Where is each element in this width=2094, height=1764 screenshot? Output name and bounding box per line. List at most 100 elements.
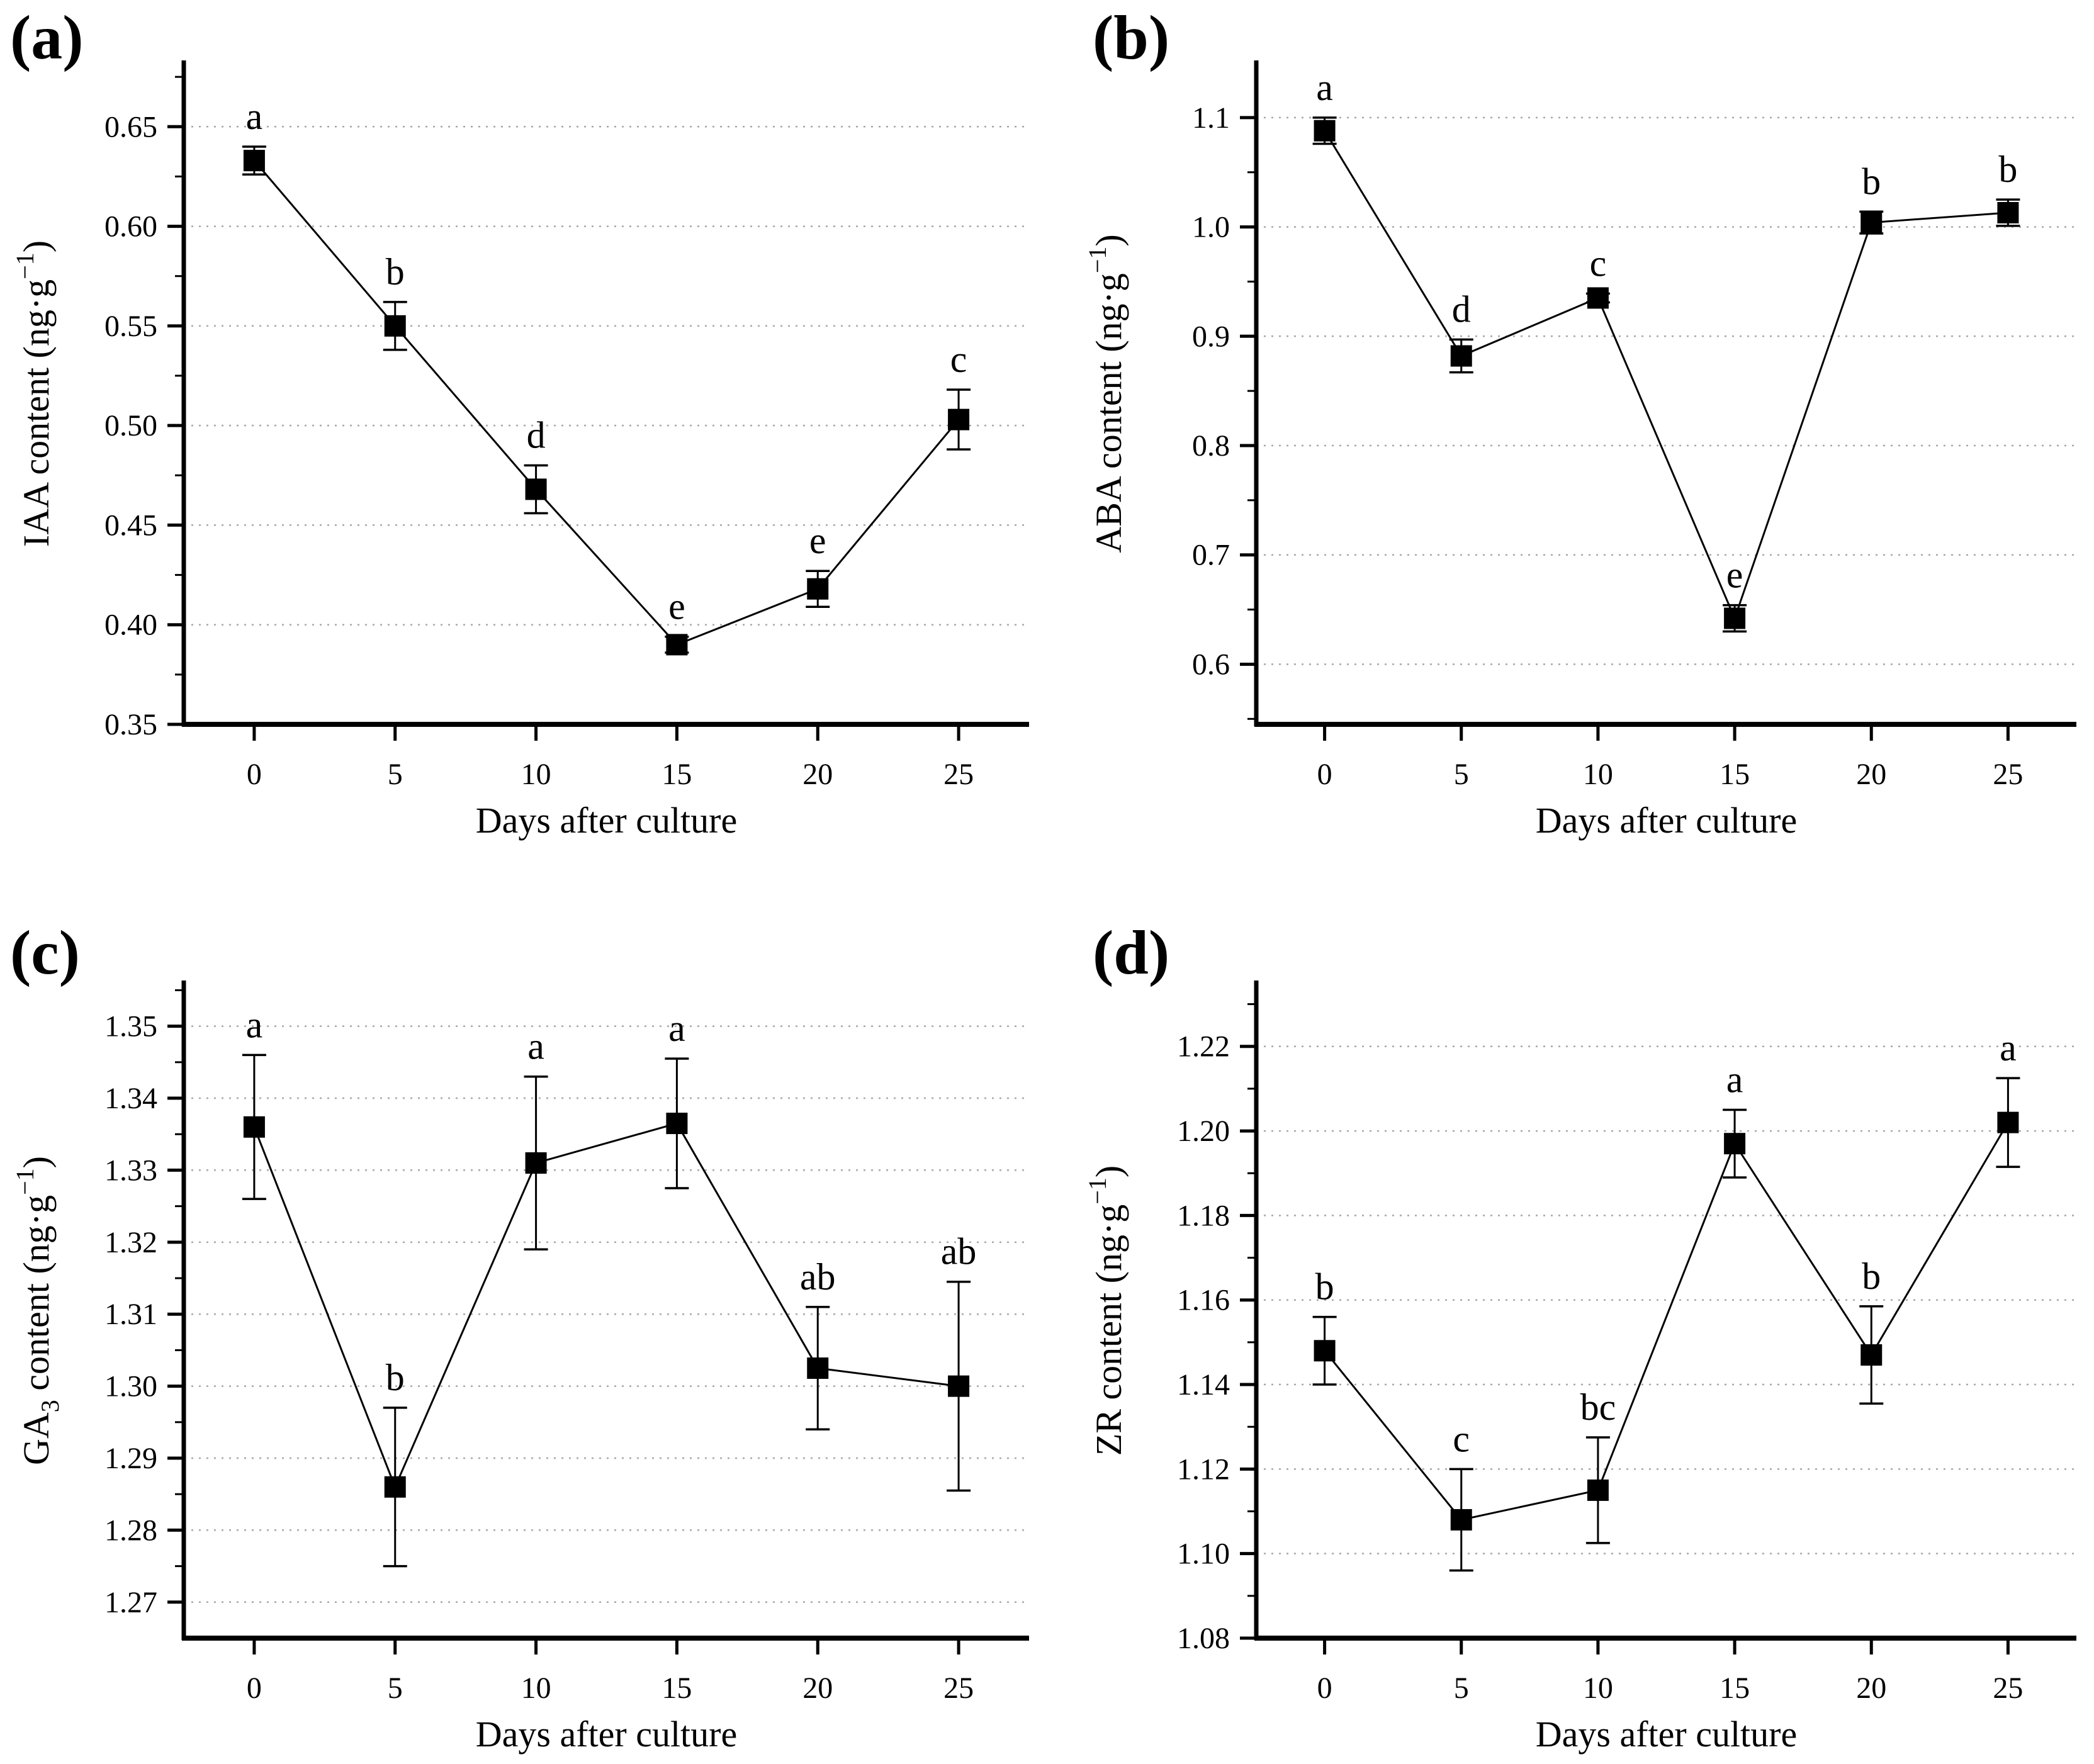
data-point-marker — [1724, 1133, 1746, 1155]
y-tick-label: 0.40 — [104, 609, 157, 642]
plot-aba: 0.6 0.7 0.8 0.9 1.0 1.1 0 5 10 15 20 25 Days after c… — [1083, 60, 2076, 841]
x-axis-title: Days after culture — [1536, 800, 1797, 841]
y-axis-title: ZR content (ng·g−1) — [1083, 1166, 1129, 1456]
x-tick-label: 10 — [1583, 758, 1613, 791]
y-tick-label: 0.45 — [104, 508, 157, 542]
x-tick-label: 10 — [1583, 1671, 1613, 1705]
y-tick-label: 0.65 — [104, 110, 157, 143]
significance-letter: b — [1315, 1266, 1334, 1308]
significance-letter: a — [246, 96, 263, 137]
x-tick-label: 15 — [661, 1671, 692, 1705]
x-tick-label: 10 — [521, 1671, 551, 1705]
y-tick-label: 1.32 — [104, 1226, 157, 1259]
data-point-marker — [1997, 201, 2019, 223]
x-tick-label: 0 — [247, 758, 262, 791]
significance-letter: b — [386, 251, 405, 293]
y-tick-label: 1.22 — [1177, 1030, 1230, 1064]
significance-letter: c — [1590, 243, 1607, 284]
panel-label-d: (d) — [1093, 918, 1170, 987]
y-tick-label: 0.8 — [1192, 429, 1230, 463]
data-point-marker — [525, 478, 547, 500]
x-tick-label: 5 — [1454, 758, 1469, 791]
x-tick-label: 0 — [1317, 1671, 1332, 1705]
x-tick-label: 15 — [661, 758, 692, 791]
significance-letter: c — [1453, 1418, 1470, 1459]
y-tick-label: 1.33 — [104, 1154, 157, 1187]
y-tick-label: 0.35 — [104, 708, 157, 741]
significance-letter: a — [246, 1004, 263, 1045]
data-point-marker — [807, 578, 829, 600]
panel-d: (d) 1.08 1.10 1.12 1.14 1.16 1.18 1.20 1.22 0 5 10… — [1047, 882, 2094, 1764]
data-point-marker — [1450, 1508, 1472, 1531]
significance-letter: a — [527, 1026, 544, 1067]
significance-letter: d — [1452, 289, 1471, 330]
plot-ga3: 1.27 1.28 1.29 1.30 1.31 1.32 1.33 1.34 1.35 0 5 10… — [11, 980, 1029, 1755]
x-tick-label: 5 — [1454, 1671, 1469, 1705]
panel-label-c: (c) — [10, 918, 80, 987]
y-tick-label: 1.20 — [1177, 1115, 1230, 1148]
y-tick-label: 1.30 — [104, 1370, 157, 1403]
data-point-marker — [384, 315, 406, 337]
significance-letter: ab — [800, 1256, 836, 1298]
significance-letter: e — [809, 520, 826, 561]
x-tick-label: 20 — [1856, 758, 1886, 791]
significance-letter: e — [1726, 554, 1743, 596]
x-axis-title: Days after culture — [476, 1714, 737, 1755]
data-point-marker — [666, 1113, 688, 1135]
data-point-marker — [1450, 345, 1472, 367]
significance-letter: bc — [1580, 1386, 1616, 1428]
significance-letter: e — [668, 586, 685, 627]
panel-label-b: (b) — [1093, 3, 1170, 72]
data-point-marker — [525, 1152, 547, 1174]
x-tick-label: 20 — [802, 1671, 833, 1705]
series-line — [1324, 1121, 2009, 1521]
data-point-marker — [1314, 120, 1336, 142]
series-line — [253, 160, 960, 646]
x-tick-label: 0 — [247, 1671, 262, 1705]
y-tick-label: 1.31 — [104, 1298, 157, 1331]
significance-letter: a — [1316, 67, 1333, 108]
data-point-marker — [1860, 211, 1883, 233]
significance-letter: b — [1862, 160, 1881, 202]
y-tick-label: 1.12 — [1177, 1452, 1230, 1486]
y-tick-label: 0.6 — [1192, 648, 1230, 681]
data-point-marker — [948, 1375, 970, 1397]
y-tick-label: 1.35 — [104, 1010, 157, 1043]
y-tick-label: 0.60 — [104, 210, 157, 244]
x-tick-label: 20 — [802, 758, 833, 791]
data-point-marker — [384, 1476, 406, 1498]
data-point-marker — [1587, 1479, 1609, 1501]
significance-letter: a — [2000, 1027, 2017, 1069]
data-point-marker — [243, 150, 265, 172]
y-tick-label: 1.27 — [104, 1586, 157, 1619]
data-point-marker — [948, 408, 970, 430]
panel-b: (b) 0.6 0.7 0.8 0.9 1.0 1.1 0 5 10 15 20 25 Days aft… — [1047, 0, 2094, 882]
y-tick-label: 1.1 — [1192, 101, 1230, 135]
x-axis-title: Days after culture — [1536, 1714, 1797, 1755]
data-point-marker — [807, 1357, 829, 1379]
y-tick-label: 1.16 — [1177, 1284, 1230, 1317]
significance-letter: b — [386, 1357, 405, 1398]
x-tick-label: 15 — [1720, 758, 1750, 791]
panel-c: (c) 1.27 1.28 1.29 1.30 1.31 1.32 1.33 1.34 1.35… — [0, 882, 1047, 1764]
x-tick-label: 25 — [1993, 1671, 2023, 1705]
y-tick-label: 1.0 — [1192, 211, 1230, 244]
panel-label-a: (a) — [10, 3, 84, 72]
y-tick-label: 1.28 — [104, 1514, 157, 1547]
data-point-marker — [1724, 607, 1746, 629]
data-point-marker — [1997, 1111, 2019, 1133]
y-tick-label: 1.14 — [1177, 1368, 1230, 1402]
x-tick-label: 25 — [943, 1671, 974, 1705]
x-tick-label: 25 — [1993, 758, 2023, 791]
x-tick-label: 5 — [388, 758, 403, 791]
data-point-marker — [1860, 1344, 1883, 1366]
x-tick-label: 15 — [1720, 1671, 1750, 1705]
x-tick-label: 20 — [1856, 1671, 1886, 1705]
data-point-marker — [1314, 1340, 1336, 1362]
significance-letter: a — [668, 1008, 685, 1049]
y-tick-label: 1.08 — [1177, 1622, 1230, 1655]
y-tick-label: 0.9 — [1192, 320, 1230, 353]
data-point-marker — [243, 1116, 265, 1138]
x-axis-title: Days after culture — [476, 800, 737, 841]
